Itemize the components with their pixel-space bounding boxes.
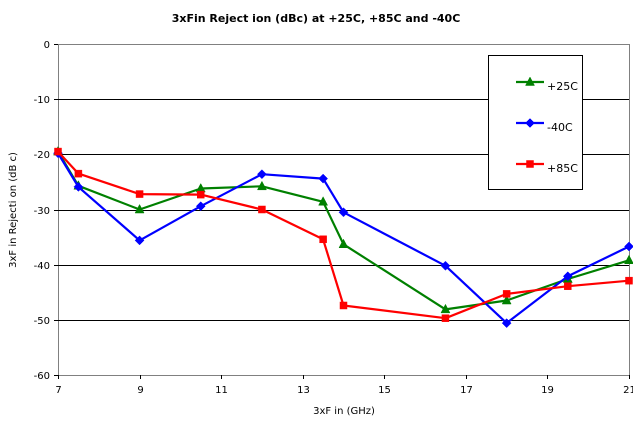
data-point (258, 205, 266, 214)
x-tick-label: 13 (297, 385, 310, 396)
data-point (54, 147, 62, 156)
x-tick-label: 21 (623, 385, 633, 396)
legend-entry: -40C (516, 118, 573, 134)
data-point (134, 235, 145, 246)
series-layer (53, 146, 633, 328)
data-point (318, 196, 329, 206)
legend-marker (525, 118, 535, 128)
legend-entry: +25C (516, 76, 578, 93)
data-point (501, 294, 512, 305)
data-point (318, 173, 328, 184)
data-point (74, 169, 83, 178)
y-tick-label: -10 (34, 95, 50, 106)
data-point (257, 180, 267, 191)
y-axis: 0 -10 -20 -30 -40 -50 -60 (34, 40, 58, 382)
data-point (441, 314, 450, 322)
data-point (319, 235, 327, 244)
x-axis: 7 9 11 13 15 17 19 21 (55, 375, 633, 396)
y-tick-label: -40 (34, 261, 50, 272)
y-tick-label: 0 (44, 40, 50, 51)
x-tick-label: 11 (215, 385, 228, 396)
data-point (624, 241, 633, 252)
chart-title: 3xFin Reject ion (dBc) at +25C, +85C and… (172, 12, 461, 25)
x-tick-label: 15 (378, 385, 391, 396)
y-tick-label: -50 (34, 316, 50, 327)
data-point (134, 203, 145, 214)
data-point (624, 254, 633, 265)
data-point (338, 207, 349, 218)
y-axis-label: 3xF in Rejecti on (dB c) (8, 152, 19, 268)
series-85c (54, 147, 633, 322)
x-tick-label: 9 (137, 385, 143, 396)
data-point (257, 169, 267, 180)
data-point (501, 318, 512, 328)
data-point (73, 182, 84, 192)
legend-marker (525, 76, 535, 86)
data-point (502, 290, 511, 298)
legend-label: +85C (547, 162, 578, 175)
series-40c (53, 148, 633, 328)
legend-marker (526, 160, 534, 168)
data-point (338, 238, 349, 249)
data-point (625, 276, 633, 285)
x-axis-label: 3xF in (GHz) (313, 406, 375, 417)
data-point (564, 282, 572, 290)
legend: +25C -40C +85C (488, 55, 583, 190)
data-point (562, 271, 573, 282)
data-point (195, 201, 206, 212)
y-tick-label: -20 (34, 150, 50, 161)
data-point (339, 301, 348, 310)
legend-entry: +85C (516, 160, 578, 175)
data-point (440, 303, 451, 314)
y-tick-label: -30 (34, 206, 50, 217)
x-tick-label: 7 (55, 385, 61, 396)
x-tick-label: 17 (460, 385, 473, 396)
y-tick-label: -60 (34, 371, 50, 382)
x-tick-label: 19 (541, 385, 554, 396)
data-point (440, 260, 451, 271)
legend-label: -40C (547, 121, 573, 134)
data-point (197, 190, 205, 199)
legend-label: +25C (547, 80, 578, 93)
data-point (135, 190, 144, 198)
